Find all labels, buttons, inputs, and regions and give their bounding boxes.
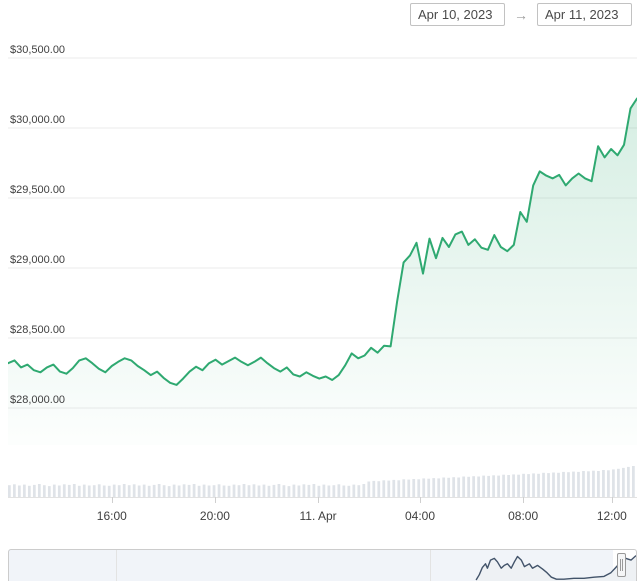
y-axis-label: $30,500.00 [10,44,66,57]
x-axis-label: 20:00 [199,509,230,523]
x-axis-label: 04:00 [404,509,435,523]
y-axis-label: $28,500.00 [10,324,66,337]
y-axis-label: $30,000.00 [10,114,66,127]
date-range-start-input[interactable]: Apr 10, 2023 [410,3,505,26]
x-axis-label: 12:00 [596,509,627,523]
volume-bars-chart [8,466,635,497]
navigator-gridline [116,550,117,581]
y-axis-label: $28,000.00 [10,394,66,407]
price-chart[interactable] [8,45,637,445]
x-axis-line [8,497,637,498]
x-axis-tick [419,497,421,503]
x-axis-label: 16:00 [96,509,127,523]
x-axis-label: 08:00 [508,509,539,523]
y-axis-label: $29,500.00 [10,184,66,197]
navigator-history-chart [475,555,636,581]
x-axis-tick [523,497,525,503]
navigator[interactable] [8,549,637,581]
x-axis-tick [111,497,113,503]
date-range-arrow-icon: → [514,6,528,23]
x-axis-tick [611,497,613,503]
x-axis-tick [318,497,320,503]
y-axis-label: $29,000.00 [10,254,66,267]
navigator-gridline [430,550,431,581]
date-range-end-input[interactable]: Apr 11, 2023 [537,3,632,26]
x-axis-tick [214,497,216,503]
x-axis-label: 11. Apr [299,509,337,523]
navigator-handle-icon[interactable] [617,553,626,577]
date-range-picker: Apr 10, 2023 → Apr 11, 2023 [410,3,632,26]
